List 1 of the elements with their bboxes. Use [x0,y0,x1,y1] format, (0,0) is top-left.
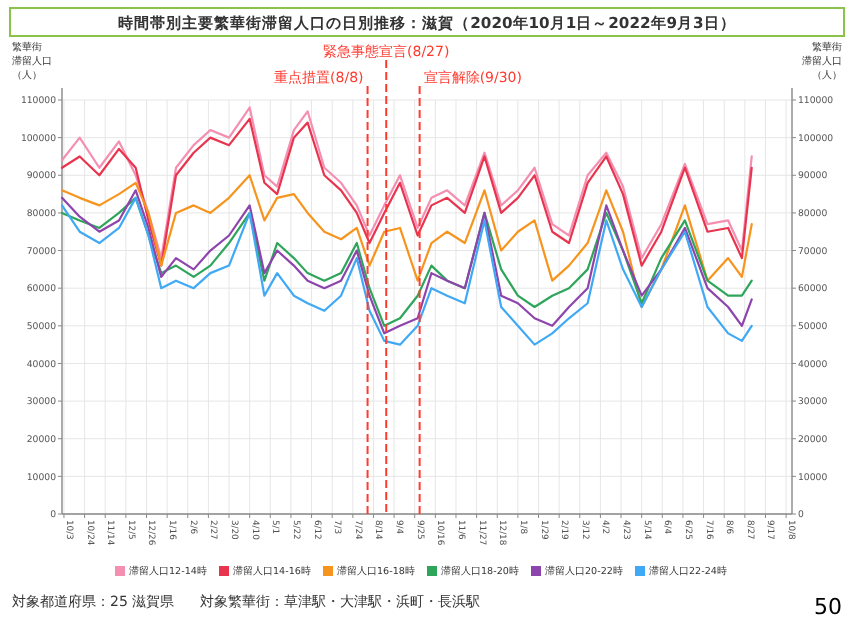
text: 50 [814,594,842,620]
